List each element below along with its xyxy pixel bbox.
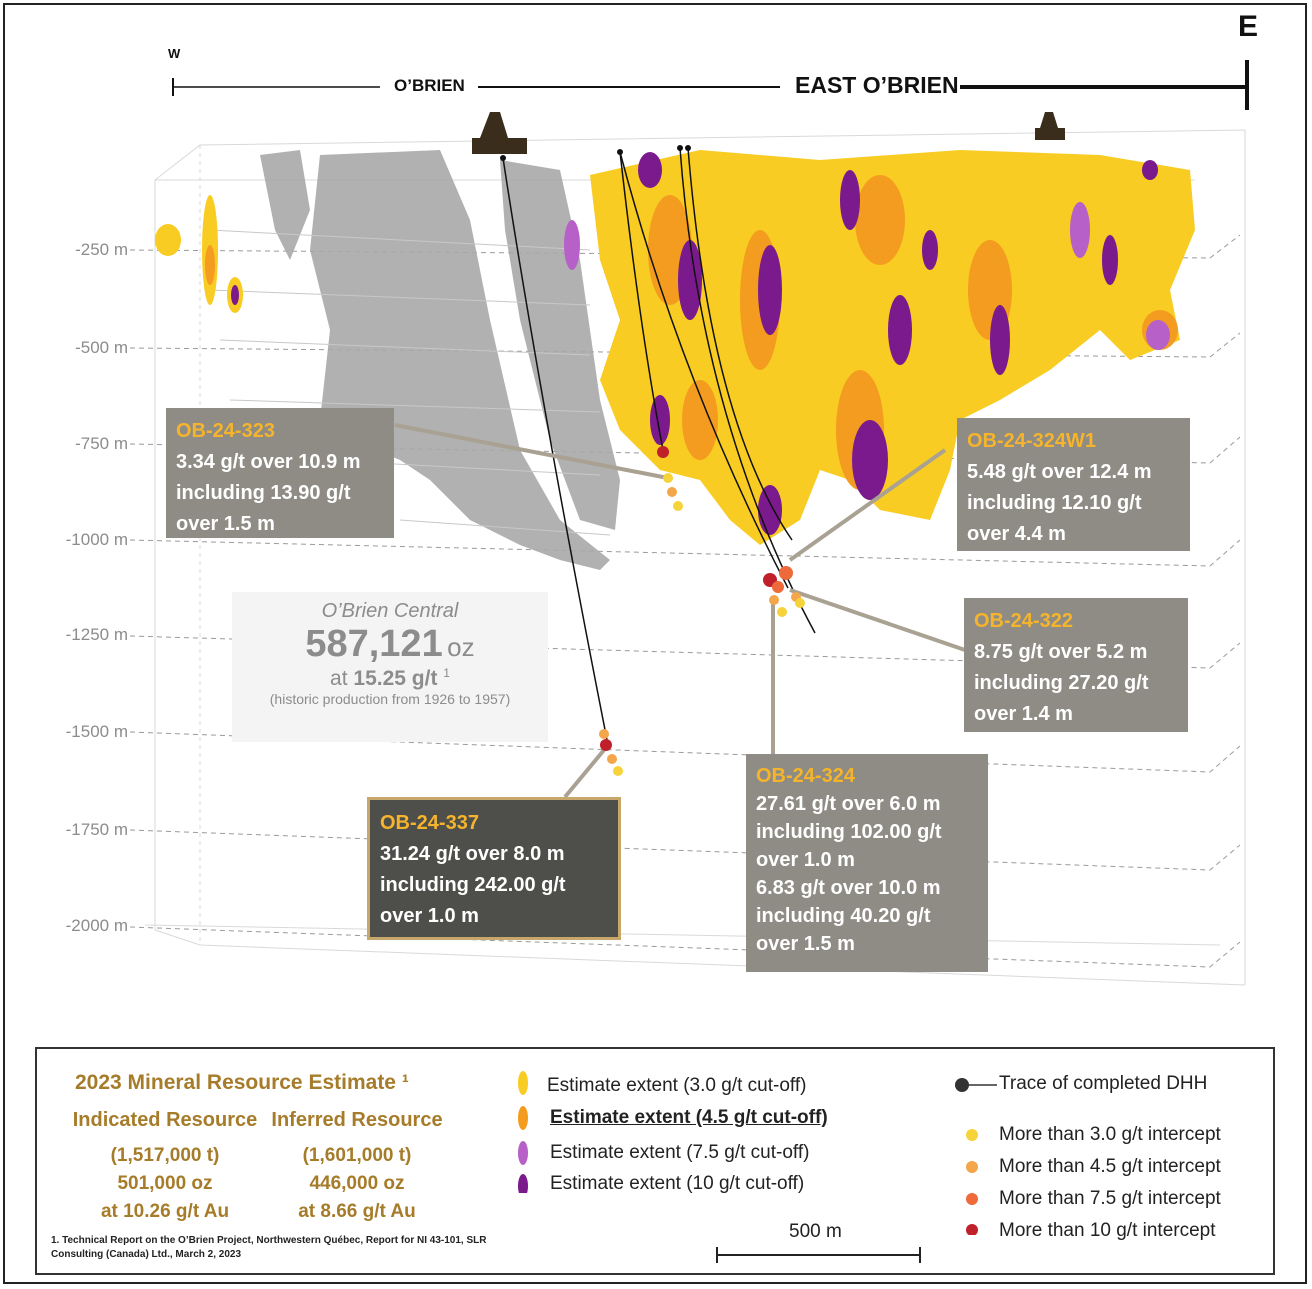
intercept-box-ob-24-323: OB-24-323 3.34 g/t over 10.9 m including…: [166, 408, 394, 538]
collars: [500, 145, 691, 161]
legend-extent-7-5: Estimate extent (7.5 g/t cut-off): [550, 1142, 810, 1163]
zone-obrien: O’BRIEN: [394, 76, 465, 95]
intercept-line: over 4.4 m: [967, 523, 1066, 545]
intercept-line: including 13.90 g/t: [176, 482, 351, 504]
intercept-line: over 1.5 m: [176, 513, 275, 535]
intercept-line: 27.61 g/t over 6.0 m: [756, 793, 941, 815]
central-footnote-ref: 1: [443, 666, 450, 680]
intercept-line: including 12.10 g/t: [967, 492, 1142, 514]
depth-label: -1500 m: [65, 722, 128, 741]
central-ounces: 587,121: [305, 623, 443, 665]
dhh-trace-icon: [955, 1078, 997, 1092]
estimate-extent-10: [231, 152, 1158, 535]
intercept-line: 5.48 g/t over 12.4 m: [967, 461, 1152, 483]
legend-dhh-trace: Trace of completed DHH: [999, 1073, 1208, 1094]
intercept-id: OB-24-337: [380, 812, 479, 834]
intercept-line: 6.83 g/t over 10.0 m: [756, 877, 941, 899]
inferred-grade: at 8.66 g/t Au: [298, 1201, 416, 1222]
legend-panel: 2023 Mineral Resource Estimate ¹ Indicat…: [35, 1047, 1275, 1275]
indicated-label: Indicated Resource: [72, 1109, 258, 1131]
central-title: O’Brien Central: [321, 600, 459, 622]
central-grade: 15.25 g/t: [353, 667, 438, 690]
legend-intercept-10: More than 10 g/t intercept: [999, 1220, 1216, 1241]
extent-swatches: [518, 1071, 528, 1193]
legend-extent-10: Estimate extent (10 g/t cut-off): [550, 1173, 805, 1194]
legend-intercept-4-5: More than 4.5 g/t intercept: [999, 1156, 1221, 1177]
footnote-line-1: 1. Technical Report on the O’Brien Proje…: [51, 1235, 487, 1246]
legend-extent-4-5: Estimate extent (4.5 g/t cut-off): [550, 1107, 828, 1128]
intercept-id: OB-24-323: [176, 420, 275, 442]
estimate-extent-7-5: [564, 202, 1170, 350]
legend-intercept-7-5: More than 7.5 g/t intercept: [999, 1188, 1221, 1209]
intercept-id: OB-24-324W1: [967, 430, 1096, 452]
indicated-grade: at 10.26 g/t Au: [100, 1201, 230, 1222]
depth-label: -500 m: [75, 338, 128, 357]
intercept-box-ob-24-324: OB-24-324 27.61 g/t over 6.0 m including…: [746, 754, 988, 972]
zone-east-obrien: EAST O’BRIEN: [795, 72, 959, 98]
intercept-line: including 40.20 g/t: [756, 905, 931, 927]
intercept-line: including 242.00 g/t: [380, 874, 566, 896]
footnote-line-2: Consulting (Canada) Ltd., March 2, 2023: [51, 1249, 242, 1260]
leader-lines: [394, 423, 966, 799]
intercept-id: OB-24-324: [756, 765, 855, 787]
resource-title: 2023 Mineral Resource Estimate ¹: [75, 1071, 409, 1094]
indicated-ounces: 501,000 oz: [117, 1173, 213, 1194]
intercept-box-ob-24-324w1: OB-24-324W1 5.48 g/t over 12.4 m includi…: [957, 418, 1190, 551]
intercept-id: OB-24-322: [974, 610, 1073, 632]
intercept-line: over 1.4 m: [974, 703, 1073, 725]
inferred-ounces: 446,000 oz: [309, 1173, 405, 1194]
west-label: W: [168, 46, 181, 61]
obrien-central-callout: O’Brien Central 587,121 oz at 15.25 g/t …: [232, 592, 548, 742]
central-note: (historic production from 1926 to 1957): [269, 691, 511, 707]
legend-extent-3-0: Estimate extent (3.0 g/t cut-off): [547, 1075, 807, 1096]
zone-bar: [172, 60, 1249, 110]
historic-workings: [260, 150, 620, 570]
inferred-tonnes: (1,601,000 t): [302, 1145, 412, 1166]
depth-label: -1250 m: [65, 625, 128, 644]
intercept-box-ob-24-337: OB-24-337 31.24 g/t over 8.0 m including…: [367, 797, 621, 940]
east-label: E: [1238, 10, 1259, 43]
depth-label: -250 m: [75, 240, 128, 259]
legend-intercept-3-0: More than 3.0 g/t intercept: [999, 1124, 1221, 1145]
central-unit: oz: [447, 632, 475, 662]
depth-label: -1000 m: [65, 530, 128, 549]
intercept-line: 8.75 g/t over 5.2 m: [974, 641, 1148, 663]
scale-bar: [716, 1247, 921, 1263]
intercept-class-swatches: [966, 1129, 978, 1235]
intercept-box-ob-24-322: OB-24-322 8.75 g/t over 5.2 m including …: [964, 598, 1188, 732]
depth-label: -750 m: [75, 434, 128, 453]
intercept-line: including 27.20 g/t: [974, 672, 1149, 694]
indicated-tonnes: (1,517,000 t): [110, 1145, 220, 1166]
figure-frame: [3, 3, 1307, 1284]
intercept-line: including 102.00 g/t: [756, 821, 942, 843]
intercept-line: over 1.5 m: [756, 933, 855, 955]
intercept-line: 31.24 g/t over 8.0 m: [380, 843, 565, 865]
intercept-line: over 1.0 m: [756, 849, 855, 871]
inferred-label: Inferred Resource: [271, 1109, 443, 1131]
depth-label: -1750 m: [65, 820, 128, 839]
intercept-line: over 1.0 m: [380, 905, 479, 927]
central-grade-prefix: at: [330, 667, 348, 690]
intercept-line: 3.34 g/t over 10.9 m: [176, 451, 361, 473]
intercept-markers: [599, 446, 805, 776]
scale-label: 500 m: [789, 1221, 842, 1242]
headframe-icon: [472, 112, 1065, 154]
depth-label: -2000 m: [65, 916, 128, 935]
